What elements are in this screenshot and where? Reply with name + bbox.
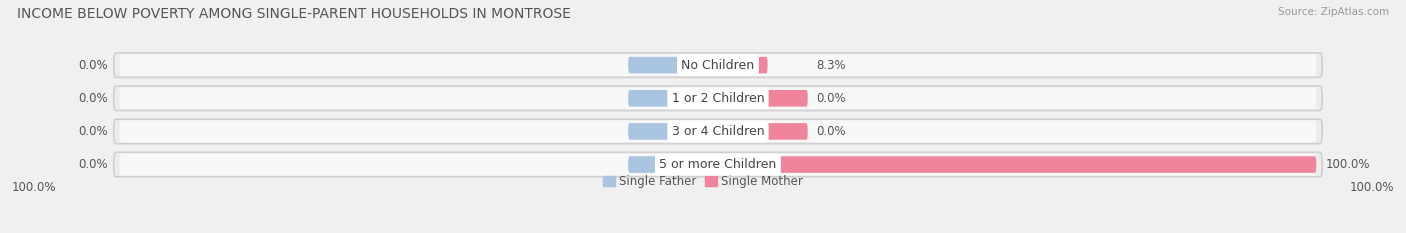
Text: 0.0%: 0.0% xyxy=(817,92,846,105)
Text: INCOME BELOW POVERTY AMONG SINGLE-PARENT HOUSEHOLDS IN MONTROSE: INCOME BELOW POVERTY AMONG SINGLE-PARENT… xyxy=(17,7,571,21)
FancyBboxPatch shape xyxy=(114,119,1322,144)
Text: 8.3%: 8.3% xyxy=(817,59,846,72)
FancyBboxPatch shape xyxy=(718,90,807,106)
Text: 0.0%: 0.0% xyxy=(79,158,108,171)
FancyBboxPatch shape xyxy=(120,154,1316,175)
Text: 100.0%: 100.0% xyxy=(13,181,56,194)
FancyBboxPatch shape xyxy=(120,54,1316,76)
FancyBboxPatch shape xyxy=(114,86,1322,110)
Text: 3 or 4 Children: 3 or 4 Children xyxy=(672,125,765,138)
FancyBboxPatch shape xyxy=(628,57,718,73)
Text: Source: ZipAtlas.com: Source: ZipAtlas.com xyxy=(1278,7,1389,17)
FancyBboxPatch shape xyxy=(628,123,718,140)
FancyBboxPatch shape xyxy=(628,90,718,106)
Text: No Children: No Children xyxy=(682,59,755,72)
Text: 5 or more Children: 5 or more Children xyxy=(659,158,776,171)
Text: 0.0%: 0.0% xyxy=(817,125,846,138)
FancyBboxPatch shape xyxy=(114,53,1322,77)
FancyBboxPatch shape xyxy=(628,156,718,173)
Text: 1 or 2 Children: 1 or 2 Children xyxy=(672,92,765,105)
FancyBboxPatch shape xyxy=(120,120,1316,142)
Legend: Single Father, Single Mother: Single Father, Single Mother xyxy=(603,175,803,188)
FancyBboxPatch shape xyxy=(718,156,1316,173)
Text: 0.0%: 0.0% xyxy=(79,59,108,72)
Text: 100.0%: 100.0% xyxy=(1350,181,1393,194)
FancyBboxPatch shape xyxy=(718,123,807,140)
FancyBboxPatch shape xyxy=(120,87,1316,109)
FancyBboxPatch shape xyxy=(718,57,768,73)
Text: 0.0%: 0.0% xyxy=(79,92,108,105)
FancyBboxPatch shape xyxy=(114,152,1322,177)
Text: 100.0%: 100.0% xyxy=(1326,158,1369,171)
Text: 0.0%: 0.0% xyxy=(79,125,108,138)
